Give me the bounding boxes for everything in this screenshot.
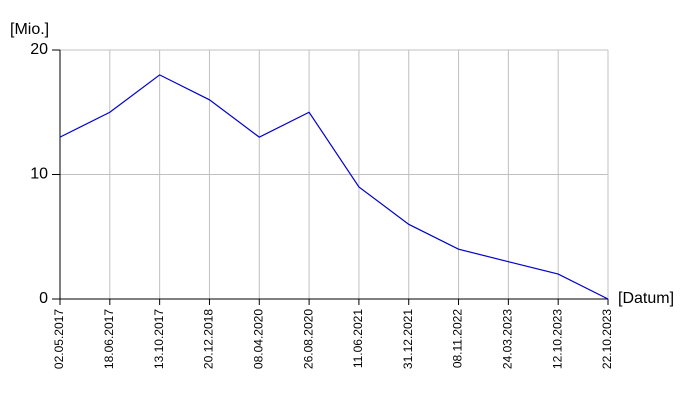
y-tick-label: 10 — [30, 166, 48, 183]
y-axis-label: [Mio.] — [10, 21, 49, 38]
x-tick-label: 18.06.2017 — [102, 309, 116, 369]
data-line — [59, 74, 609, 300]
x-tick-label: 26.08.2020 — [301, 309, 315, 369]
x-tick-label: 08.04.2020 — [251, 309, 265, 369]
y-tick-label: 20 — [30, 41, 48, 58]
x-axis-label: [Datum] — [618, 290, 674, 307]
x-tick-label: 08.11.2022 — [451, 309, 465, 368]
x-tick-label: 22.10.2023 — [600, 309, 614, 369]
x-tick-label: 13.10.2017 — [152, 309, 166, 369]
y-tick-label: 0 — [39, 290, 48, 307]
x-tick-label: 24.03.2023 — [501, 309, 515, 369]
x-tick-label: 31.12.2021 — [401, 309, 415, 369]
x-tick-label: 20.12.2018 — [202, 309, 216, 369]
x-tick-label: 11.06.2021 — [351, 309, 365, 368]
x-tick-label: 12.10.2023 — [550, 309, 564, 369]
x-tick-label: 02.05.2017 — [52, 309, 66, 369]
